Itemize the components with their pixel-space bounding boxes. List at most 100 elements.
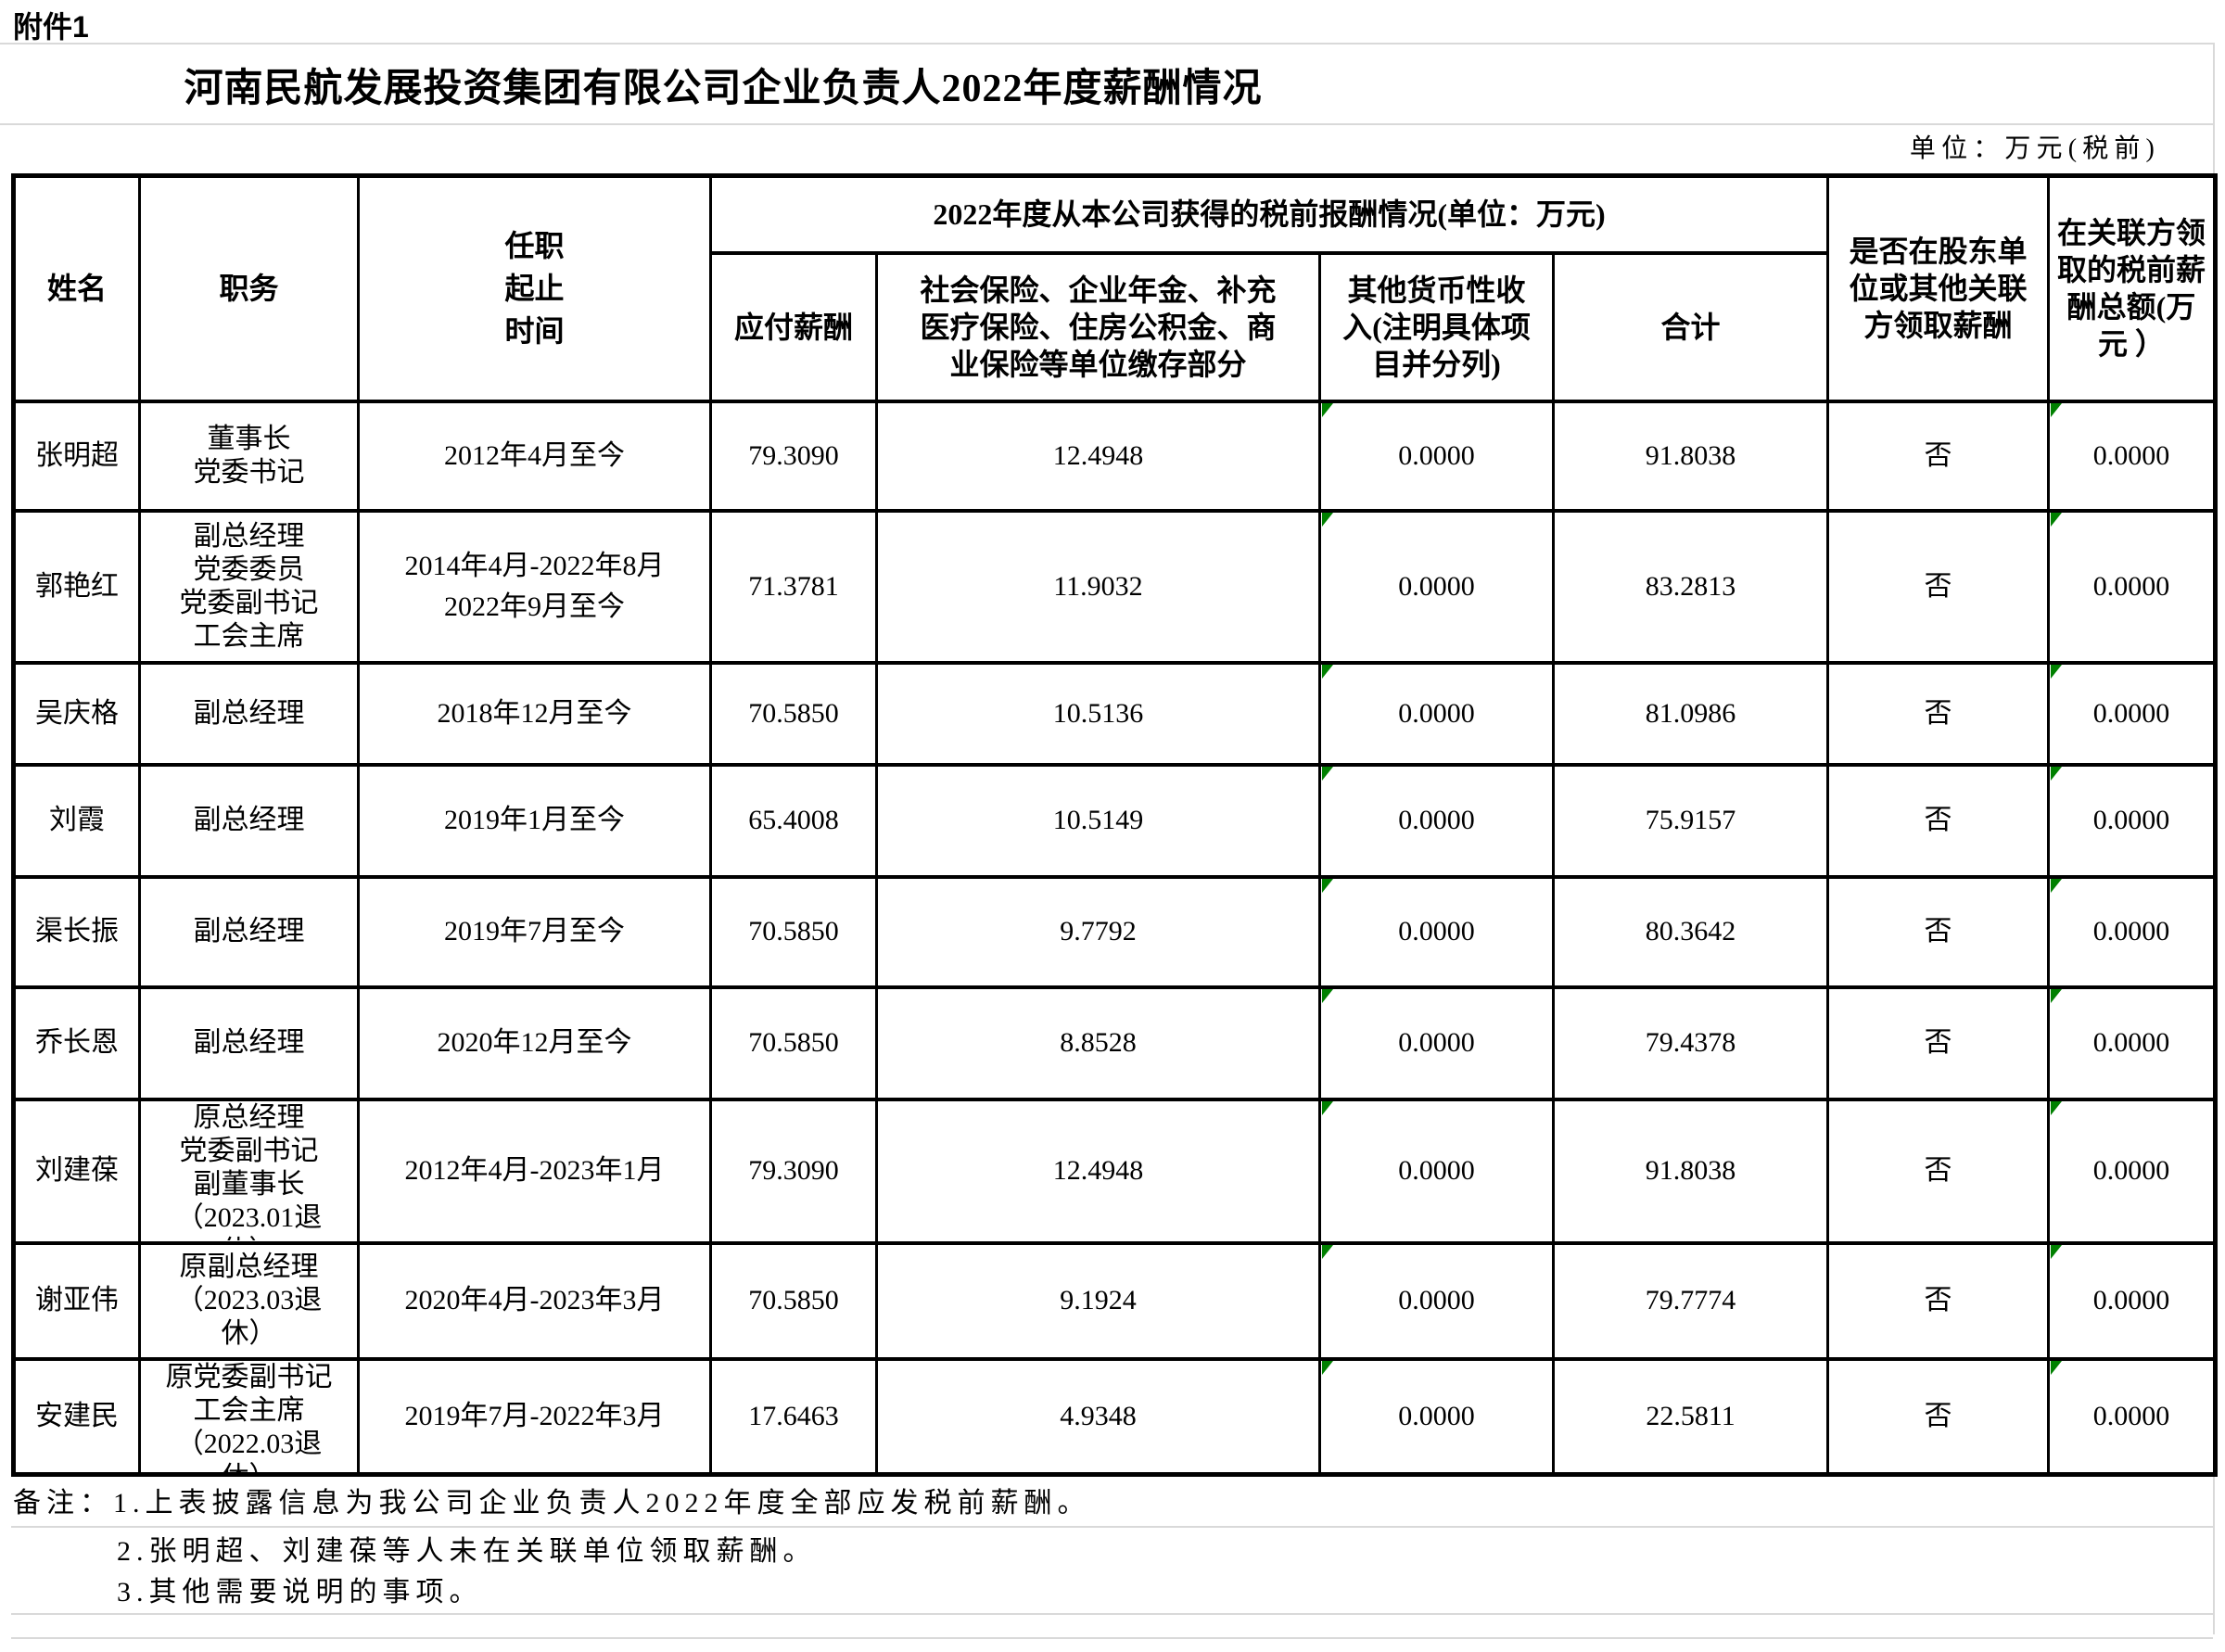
comment-marker-icon [2051, 990, 2063, 1003]
cell-name: 谢亚伟 [12, 1240, 141, 1361]
cell-insurance: 4.9348 [875, 1356, 1321, 1476]
page-title: 河南民航发展投资集团有限公司企业负责人2022年度薪酬情况 [184, 68, 1263, 110]
cell-total: 91.8038 [1551, 1097, 1830, 1245]
grid-line [0, 43, 2213, 44]
cell-payable: 70.5850 [709, 660, 878, 767]
cell-other-income-value: 0.0000 [1398, 439, 1475, 471]
cell-payable: 71.3781 [709, 508, 878, 665]
comment-marker-icon [2051, 880, 2063, 893]
cell-related-amount: 0.0000 [2047, 1240, 2218, 1361]
col-header-other-income: 其他货币性收 入(注明具体项 目并分列) [1318, 250, 1555, 403]
cell-other-income-value: 0.0000 [1398, 570, 1475, 602]
cell-position-clipped-text: 原党委副书记 工会主席 （2022.03退 休） [165, 1361, 333, 1470]
cell-payable: 79.3090 [709, 399, 878, 513]
cell-related-party: 否 [1826, 1356, 2051, 1476]
cell-term: 2019年7月-2022年3月 [357, 1356, 712, 1476]
cell-total: 81.0986 [1551, 660, 1830, 767]
comment-marker-icon [2051, 404, 2063, 417]
cell-other-income-value: 0.0000 [1398, 697, 1475, 729]
cell-insurance: 10.5136 [875, 660, 1321, 767]
cell-position-clipped-text: 原总经理 党委副书记 副董事长 （2023.01退 休） [175, 1102, 323, 1239]
cell-total: 79.7774 [1551, 1240, 1830, 1361]
cell-total: 91.8038 [1551, 399, 1830, 513]
grid-line [0, 123, 2213, 125]
table-row: 安建民 原党委副书记 工会主席 （2022.03退 休） 2019年7月-202… [12, 1356, 2218, 1476]
cell-name: 渠长振 [12, 874, 141, 989]
table-row: 刘霞 副总经理 2019年1月至今 65.4008 10.5149 0.0000… [12, 762, 2218, 879]
cell-term: 2012年4月-2023年1月 [357, 1097, 712, 1245]
comment-marker-icon [2051, 1102, 2063, 1115]
cell-position: 副总经理 党委委员 党委副书记 工会主席 [138, 508, 360, 665]
cell-name: 安建民 [12, 1356, 141, 1476]
col-header-term: 任职 起止 时间 [357, 173, 712, 403]
cell-related-party: 否 [1826, 874, 2051, 989]
cell-related-party: 否 [1826, 1097, 2051, 1245]
cell-related-amount-value: 0.0000 [2092, 570, 2170, 602]
cell-payable: 65.4008 [709, 762, 878, 879]
cell-related-amount: 0.0000 [2047, 1356, 2218, 1476]
cell-insurance: 8.8528 [875, 985, 1321, 1101]
table-row: 张明超 董事长 党委书记 2012年4月至今 79.3090 12.4948 0… [12, 399, 2218, 513]
cell-other-income: 0.0000 [1318, 508, 1555, 665]
cell-related-amount-value: 0.0000 [2092, 439, 2170, 471]
salary-table: 姓名 职务 任职 起止 时间 2022年度从本公司获得的税前报酬情况(单位：万元… [11, 173, 2219, 1477]
cell-related-party: 否 [1826, 1240, 2051, 1361]
cell-other-income: 0.0000 [1318, 1356, 1555, 1476]
col-header-name: 姓名 [12, 173, 141, 403]
cell-position: 原党委副书记 工会主席 （2022.03退 休） [138, 1356, 360, 1476]
table-row: 乔长恩 副总经理 2020年12月至今 70.5850 8.8528 0.000… [12, 985, 2218, 1101]
comment-marker-icon [1322, 1102, 1333, 1115]
unit-note: 单位：万元(税前) [1909, 134, 2160, 163]
cell-related-amount: 0.0000 [2047, 508, 2218, 665]
cell-term: 2020年4月-2023年3月 [357, 1240, 712, 1361]
grid-line [11, 1526, 2213, 1528]
comment-marker-icon [2051, 514, 2063, 527]
table-row: 刘建葆 原总经理 党委副书记 副董事长 （2023.01退 休） 2012年4月… [12, 1097, 2218, 1245]
cell-term: 2014年4月-2022年8月 2022年9月至今 [357, 508, 712, 665]
table-row: 谢亚伟 原副总经理 （2023.03退 休） 2020年4月-2023年3月 7… [12, 1240, 2218, 1361]
comment-marker-icon [1322, 880, 1333, 893]
cell-term: 2018年12月至今 [357, 660, 712, 767]
cell-related-amount-value: 0.0000 [2092, 1400, 2170, 1431]
cell-payable: 17.6463 [709, 1356, 878, 1476]
cell-related-amount-value: 0.0000 [2092, 1027, 2170, 1058]
cell-other-income-value: 0.0000 [1398, 916, 1475, 947]
notes-block-rest: 2.张明超、刘建葆等人未在关联单位领取薪酬。 3.其他需要说明的事项。 [13, 1531, 2213, 1613]
comment-marker-icon [1322, 666, 1333, 679]
cell-payable: 70.5850 [709, 874, 878, 989]
header-row-sub: 应付薪酬 社会保险、企业年金、补充 医疗保险、住房公积金、商 业保险等单位缴存部… [14, 250, 2216, 403]
note-line-2: 2.张明超、刘建葆等人未在关联单位领取薪酬。 [117, 1536, 817, 1567]
col-header-related-party: 是否在股东单 位或其他关联 方领取薪酬 [1826, 173, 2051, 403]
cell-insurance: 12.4948 [875, 1097, 1321, 1245]
cell-insurance: 10.5149 [875, 762, 1321, 879]
comment-marker-icon [2051, 768, 2063, 781]
attachment-label: 附件1 [13, 10, 89, 44]
cell-position: 原副总经理 （2023.03退 休） [138, 1240, 360, 1361]
cell-related-amount: 0.0000 [2047, 762, 2218, 879]
cell-position: 原总经理 党委副书记 副董事长 （2023.01退 休） [138, 1097, 360, 1245]
cell-position: 副总经理 [138, 762, 360, 879]
cell-name: 郭艳红 [12, 508, 141, 665]
cell-related-amount: 0.0000 [2047, 1097, 2218, 1245]
cell-related-amount-value: 0.0000 [2092, 1285, 2170, 1315]
cell-total: 75.9157 [1551, 762, 1830, 879]
cell-total: 79.4378 [1551, 985, 1830, 1101]
cell-other-income-value: 0.0000 [1398, 1400, 1475, 1431]
cell-name: 吴庆格 [12, 660, 141, 767]
col-header-total: 合计 [1551, 250, 1830, 403]
cell-related-amount: 0.0000 [2047, 399, 2218, 513]
cell-other-income: 0.0000 [1318, 985, 1555, 1101]
cell-total: 80.3642 [1551, 874, 1830, 989]
comment-marker-icon [2051, 1362, 2063, 1375]
cell-term: 2020年12月至今 [357, 985, 712, 1101]
cell-other-income-value: 0.0000 [1398, 1285, 1475, 1315]
cell-name: 刘霞 [12, 762, 141, 879]
cell-related-amount: 0.0000 [2047, 985, 2218, 1101]
comment-marker-icon [1322, 514, 1333, 527]
comment-marker-icon [1322, 990, 1333, 1003]
cell-insurance: 11.9032 [875, 508, 1321, 665]
cell-position: 副总经理 [138, 874, 360, 989]
cell-related-amount-value: 0.0000 [2092, 1155, 2170, 1186]
cell-position: 副总经理 [138, 660, 360, 767]
grid-line [11, 1613, 2213, 1615]
